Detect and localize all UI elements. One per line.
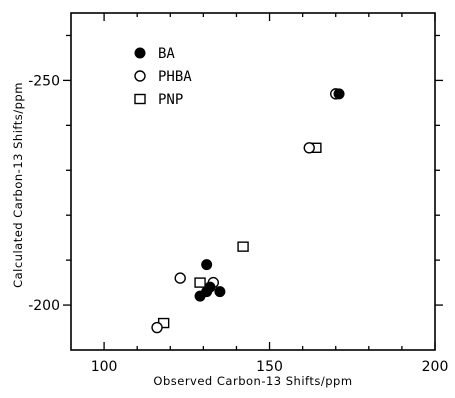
y-axis-label: Calculated Carbon-13 Shifts/ppm — [11, 82, 25, 288]
data-points — [151, 88, 345, 334]
legend: BA PHBA PNP — [134, 46, 192, 108]
x-tick-label: 150 — [256, 359, 283, 375]
legend-marker-pnp — [134, 93, 146, 105]
legend-label-pnp: PNP — [158, 92, 183, 108]
data-point-ba — [333, 88, 345, 100]
tick-labels: 100 150 200 -250 -200 — [28, 73, 448, 375]
legend-label-ba: BA — [158, 46, 175, 62]
x-axis-label: Observed Carbon-13 Shifts/ppm — [153, 374, 352, 388]
y-tick-label: -250 — [28, 73, 60, 89]
legend-marker-phba — [134, 70, 146, 82]
x-tick-label: 100 — [91, 359, 118, 375]
axis-ticks — [63, 13, 443, 350]
data-point-ba — [194, 290, 206, 302]
legend-label-phba: PHBA — [158, 69, 192, 85]
data-point-phba — [151, 321, 163, 334]
legend-marker-ba — [134, 47, 146, 59]
data-point-pnp — [237, 241, 249, 252]
y-tick-label: -200 — [28, 298, 60, 314]
x-tick-label: 200 — [422, 359, 449, 375]
plot-frame — [70, 12, 436, 351]
data-point-ba — [214, 286, 226, 298]
data-point-pnp — [194, 277, 206, 288]
data-point-phba — [303, 142, 315, 154]
data-point-ba — [201, 259, 213, 271]
data-point-phba — [174, 272, 186, 284]
